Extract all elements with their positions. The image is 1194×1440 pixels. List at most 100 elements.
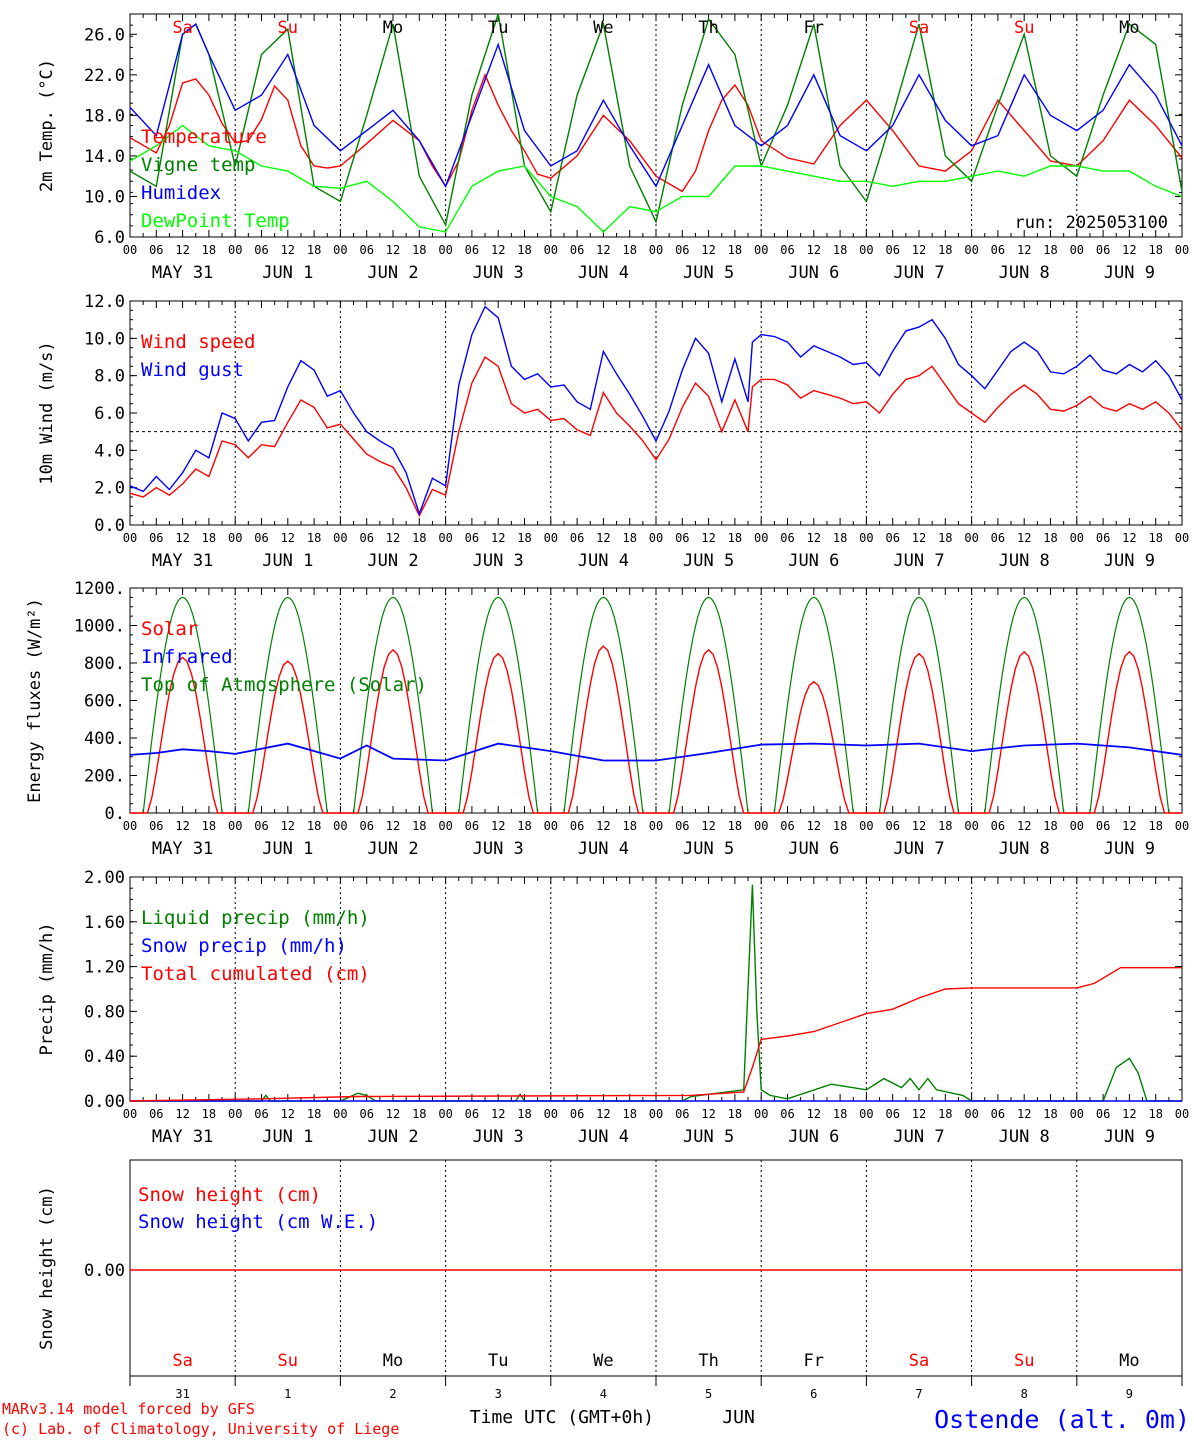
hour-tick-label: 18: [202, 243, 216, 257]
hour-tick-label: 00: [333, 243, 347, 257]
hour-tick-label: 06: [359, 243, 373, 257]
hour-tick-label: 12: [1017, 531, 1031, 545]
run-label: run: 2025053100: [1014, 213, 1168, 233]
legend-wind-gust: Wind gust: [141, 359, 244, 381]
hour-tick-label: 00: [1175, 243, 1189, 257]
hour-tick-label: 18: [728, 819, 742, 833]
hour-tick-label: 06: [1096, 1107, 1110, 1121]
weekday-label: Fr: [804, 18, 824, 38]
hour-tick-label: 18: [728, 1107, 742, 1121]
day-number: 3: [495, 1387, 502, 1401]
x-axis-title: Time UTC (GMT+0h): [470, 1407, 654, 1428]
series-humidex: [129, 22, 1183, 188]
y-tick-label: 1.60: [84, 913, 125, 933]
series-infrared: [129, 742, 1183, 762]
hour-tick-label: 00: [1175, 819, 1189, 833]
hour-tick-label: 00: [1175, 1107, 1189, 1121]
y-axis-title: Snow height (cm): [37, 1186, 57, 1350]
hour-tick-label: 00: [1070, 531, 1084, 545]
hour-tick-label: 00: [438, 1107, 452, 1121]
hour-tick-label: 12: [386, 1107, 400, 1121]
day-number: 6: [810, 1387, 817, 1401]
hour-tick-label: 12: [701, 243, 715, 257]
date-label: JUN 5: [683, 1127, 734, 1147]
hour-tick-label: 00: [228, 243, 242, 257]
date-label: JUN 2: [367, 551, 418, 571]
y-tick-label: 400.: [84, 729, 125, 749]
hour-tick-label: 12: [491, 243, 505, 257]
hour-tick-label: 00: [228, 531, 242, 545]
hour-tick-label: 06: [570, 531, 584, 545]
weekday-label: Su: [278, 1351, 298, 1371]
hour-tick-label: 00: [544, 531, 558, 545]
date-label: JUN 8: [999, 1127, 1050, 1147]
day-number: 2: [389, 1387, 396, 1401]
hour-tick-label: 00: [649, 819, 663, 833]
hour-tick-label: 18: [938, 819, 952, 833]
day-number: 31: [175, 1387, 189, 1401]
series-dewpoint-temp: [129, 124, 1183, 233]
hour-tick-label: 12: [1122, 243, 1136, 257]
hour-tick-label: 06: [675, 819, 689, 833]
hour-tick-label: 00: [754, 819, 768, 833]
date-label: JUN 9: [1104, 263, 1155, 283]
credit-line-1: MARv3.14 model forced by GFS: [2, 1400, 255, 1418]
hour-tick-label: 00: [1070, 819, 1084, 833]
hour-tick-label: 00: [754, 1107, 768, 1121]
hour-tick-label: 00: [649, 1107, 663, 1121]
hour-tick-label: 00: [964, 1107, 978, 1121]
date-label: JUN 1: [262, 839, 313, 859]
weekday-label: Mo: [1119, 18, 1139, 38]
hour-tick-label: 18: [833, 531, 847, 545]
y-tick-label: 18.0: [84, 106, 125, 126]
hour-tick-label: 18: [938, 243, 952, 257]
y-tick-label: 6.0: [94, 404, 125, 424]
hour-tick-label: 12: [596, 243, 610, 257]
y-tick-label: 12.0: [84, 292, 125, 312]
hour-tick-label: 00: [964, 243, 978, 257]
hour-tick-label: 18: [622, 243, 636, 257]
month-label: JUN: [722, 1407, 755, 1428]
date-label: JUN 9: [1104, 551, 1155, 571]
hour-tick-label: 18: [1043, 1107, 1057, 1121]
hour-tick-label: 12: [596, 1107, 610, 1121]
hour-tick-label: 00: [649, 243, 663, 257]
station-label: Ostende (alt. 0m): [934, 1405, 1190, 1434]
date-label: MAY 31: [152, 839, 213, 859]
hour-tick-label: 12: [281, 531, 295, 545]
weekday-label: Su: [1014, 18, 1034, 38]
y-tick-label: 800.: [84, 654, 125, 674]
legend-wind-speed: Wind speed: [141, 331, 255, 353]
date-label: JUN 4: [578, 839, 629, 859]
date-label: JUN 1: [262, 551, 313, 571]
hour-tick-label: 18: [1148, 819, 1162, 833]
legend-top-of-atmosphere-solar-: Top of Atmosphere (Solar): [141, 674, 427, 696]
legend-vigne-temp: Vigne temp: [141, 154, 255, 176]
hour-tick-label: 12: [912, 531, 926, 545]
hour-tick-label: 00: [438, 243, 452, 257]
y-axis-title: 10m Wind (m/s): [37, 341, 57, 484]
hour-tick-label: 06: [359, 1107, 373, 1121]
hour-tick-label: 18: [517, 243, 531, 257]
hour-tick-label: 06: [254, 1107, 268, 1121]
hour-tick-label: 12: [596, 531, 610, 545]
hour-tick-label: 12: [912, 1107, 926, 1121]
date-label: JUN 9: [1104, 839, 1155, 859]
day-number: 5: [705, 1387, 712, 1401]
hour-tick-label: 12: [491, 1107, 505, 1121]
hour-tick-label: 12: [807, 243, 821, 257]
hour-tick-label: 12: [1017, 1107, 1031, 1121]
weekday-label: Sa: [172, 1351, 192, 1371]
hour-tick-label: 18: [1043, 243, 1057, 257]
hour-tick-label: 12: [1017, 819, 1031, 833]
date-label: JUN 8: [999, 551, 1050, 571]
hour-tick-label: 12: [386, 531, 400, 545]
weekday-label: Mo: [383, 18, 403, 38]
y-tick-label: 10.0: [84, 187, 125, 207]
date-label: JUN 7: [893, 551, 944, 571]
hour-tick-label: 18: [202, 531, 216, 545]
hour-tick-label: 18: [202, 1107, 216, 1121]
hour-tick-label: 06: [465, 1107, 479, 1121]
hour-tick-label: 00: [123, 243, 137, 257]
hour-tick-label: 18: [307, 243, 321, 257]
